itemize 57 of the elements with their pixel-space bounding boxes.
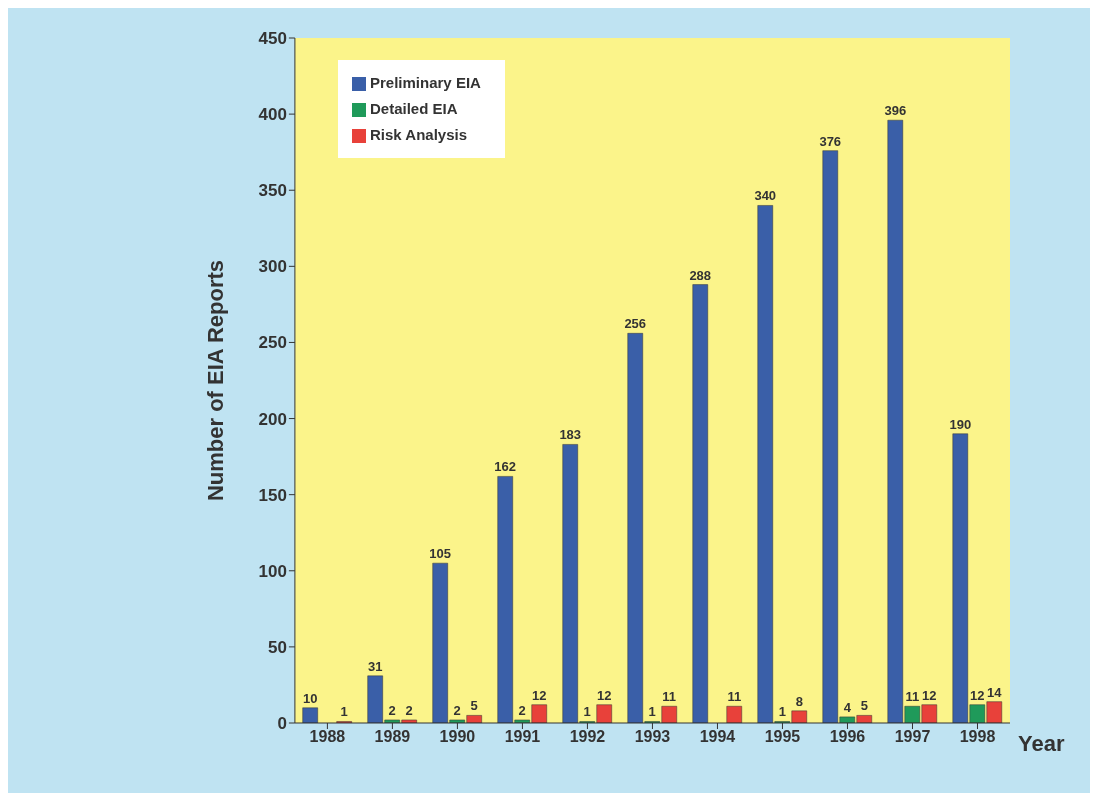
y-tick-label: 350 xyxy=(258,181,287,201)
x-axis-title: Year xyxy=(1018,730,1065,756)
legend-label: Risk Analysis xyxy=(370,126,467,143)
y-tick-label: 50 xyxy=(267,637,287,657)
y-tick-label: 450 xyxy=(258,29,287,49)
data-label: 190 xyxy=(949,416,972,432)
y-tick-label: 300 xyxy=(258,257,287,277)
data-label: 2 xyxy=(405,702,413,718)
data-label: 5 xyxy=(470,698,478,714)
legend-label: Detailed EIA xyxy=(370,100,458,117)
data-label: 1 xyxy=(778,704,786,720)
data-label: 12 xyxy=(597,687,612,703)
data-label: 340 xyxy=(754,188,777,204)
x-tick-label: 1989 xyxy=(374,728,411,746)
x-tick-label: 1993 xyxy=(634,728,671,746)
y-axis-title: Number of EIA Reports xyxy=(202,259,228,502)
data-label: 1 xyxy=(648,704,656,720)
x-tick-label: 1991 xyxy=(504,728,541,746)
data-label: 5 xyxy=(860,698,868,714)
data-label: 2 xyxy=(388,702,396,718)
y-tick-label: 250 xyxy=(258,333,287,353)
y-tick-label: 200 xyxy=(258,409,287,429)
x-tick-label: 1994 xyxy=(699,728,736,746)
data-label: 11 xyxy=(905,689,920,705)
data-label: 12 xyxy=(531,687,547,703)
x-tick-label: 1992 xyxy=(569,728,606,746)
data-label: 14 xyxy=(987,684,1003,700)
x-tick-label: 1988 xyxy=(309,728,346,746)
y-tick-label: 400 xyxy=(258,105,287,125)
data-label: 10 xyxy=(302,690,318,706)
y-tick-label: 150 xyxy=(258,485,287,505)
x-tick-label: 1997 xyxy=(894,728,931,746)
data-label: 288 xyxy=(689,267,712,283)
data-label: 376 xyxy=(819,133,842,149)
y-tick-label: 0 xyxy=(277,714,287,734)
y-tick-label: 100 xyxy=(258,561,287,581)
data-label: 4 xyxy=(843,699,852,715)
data-label: 11 xyxy=(727,689,742,705)
data-label: 8 xyxy=(795,693,803,709)
x-tick-label: 1995 xyxy=(764,728,801,746)
data-label: 1 xyxy=(340,704,348,720)
data-label: 183 xyxy=(559,427,582,443)
data-label: 12 xyxy=(970,687,985,703)
data-label: 1 xyxy=(583,704,591,720)
x-tick-label: 1990 xyxy=(439,728,476,746)
legend-label: Preliminary EIA xyxy=(370,74,481,91)
data-label: 162 xyxy=(494,459,517,475)
x-tick-label: 1998 xyxy=(959,728,996,746)
x-tick-label: 1996 xyxy=(829,728,866,746)
data-label: 396 xyxy=(884,103,907,119)
data-label: 2 xyxy=(518,702,526,718)
data-label: 31 xyxy=(367,658,383,674)
data-label: 2 xyxy=(453,702,461,718)
data-label: 12 xyxy=(922,687,937,703)
data-label: 105 xyxy=(429,546,452,562)
data-label: 256 xyxy=(624,316,647,332)
data-label: 11 xyxy=(662,689,677,705)
